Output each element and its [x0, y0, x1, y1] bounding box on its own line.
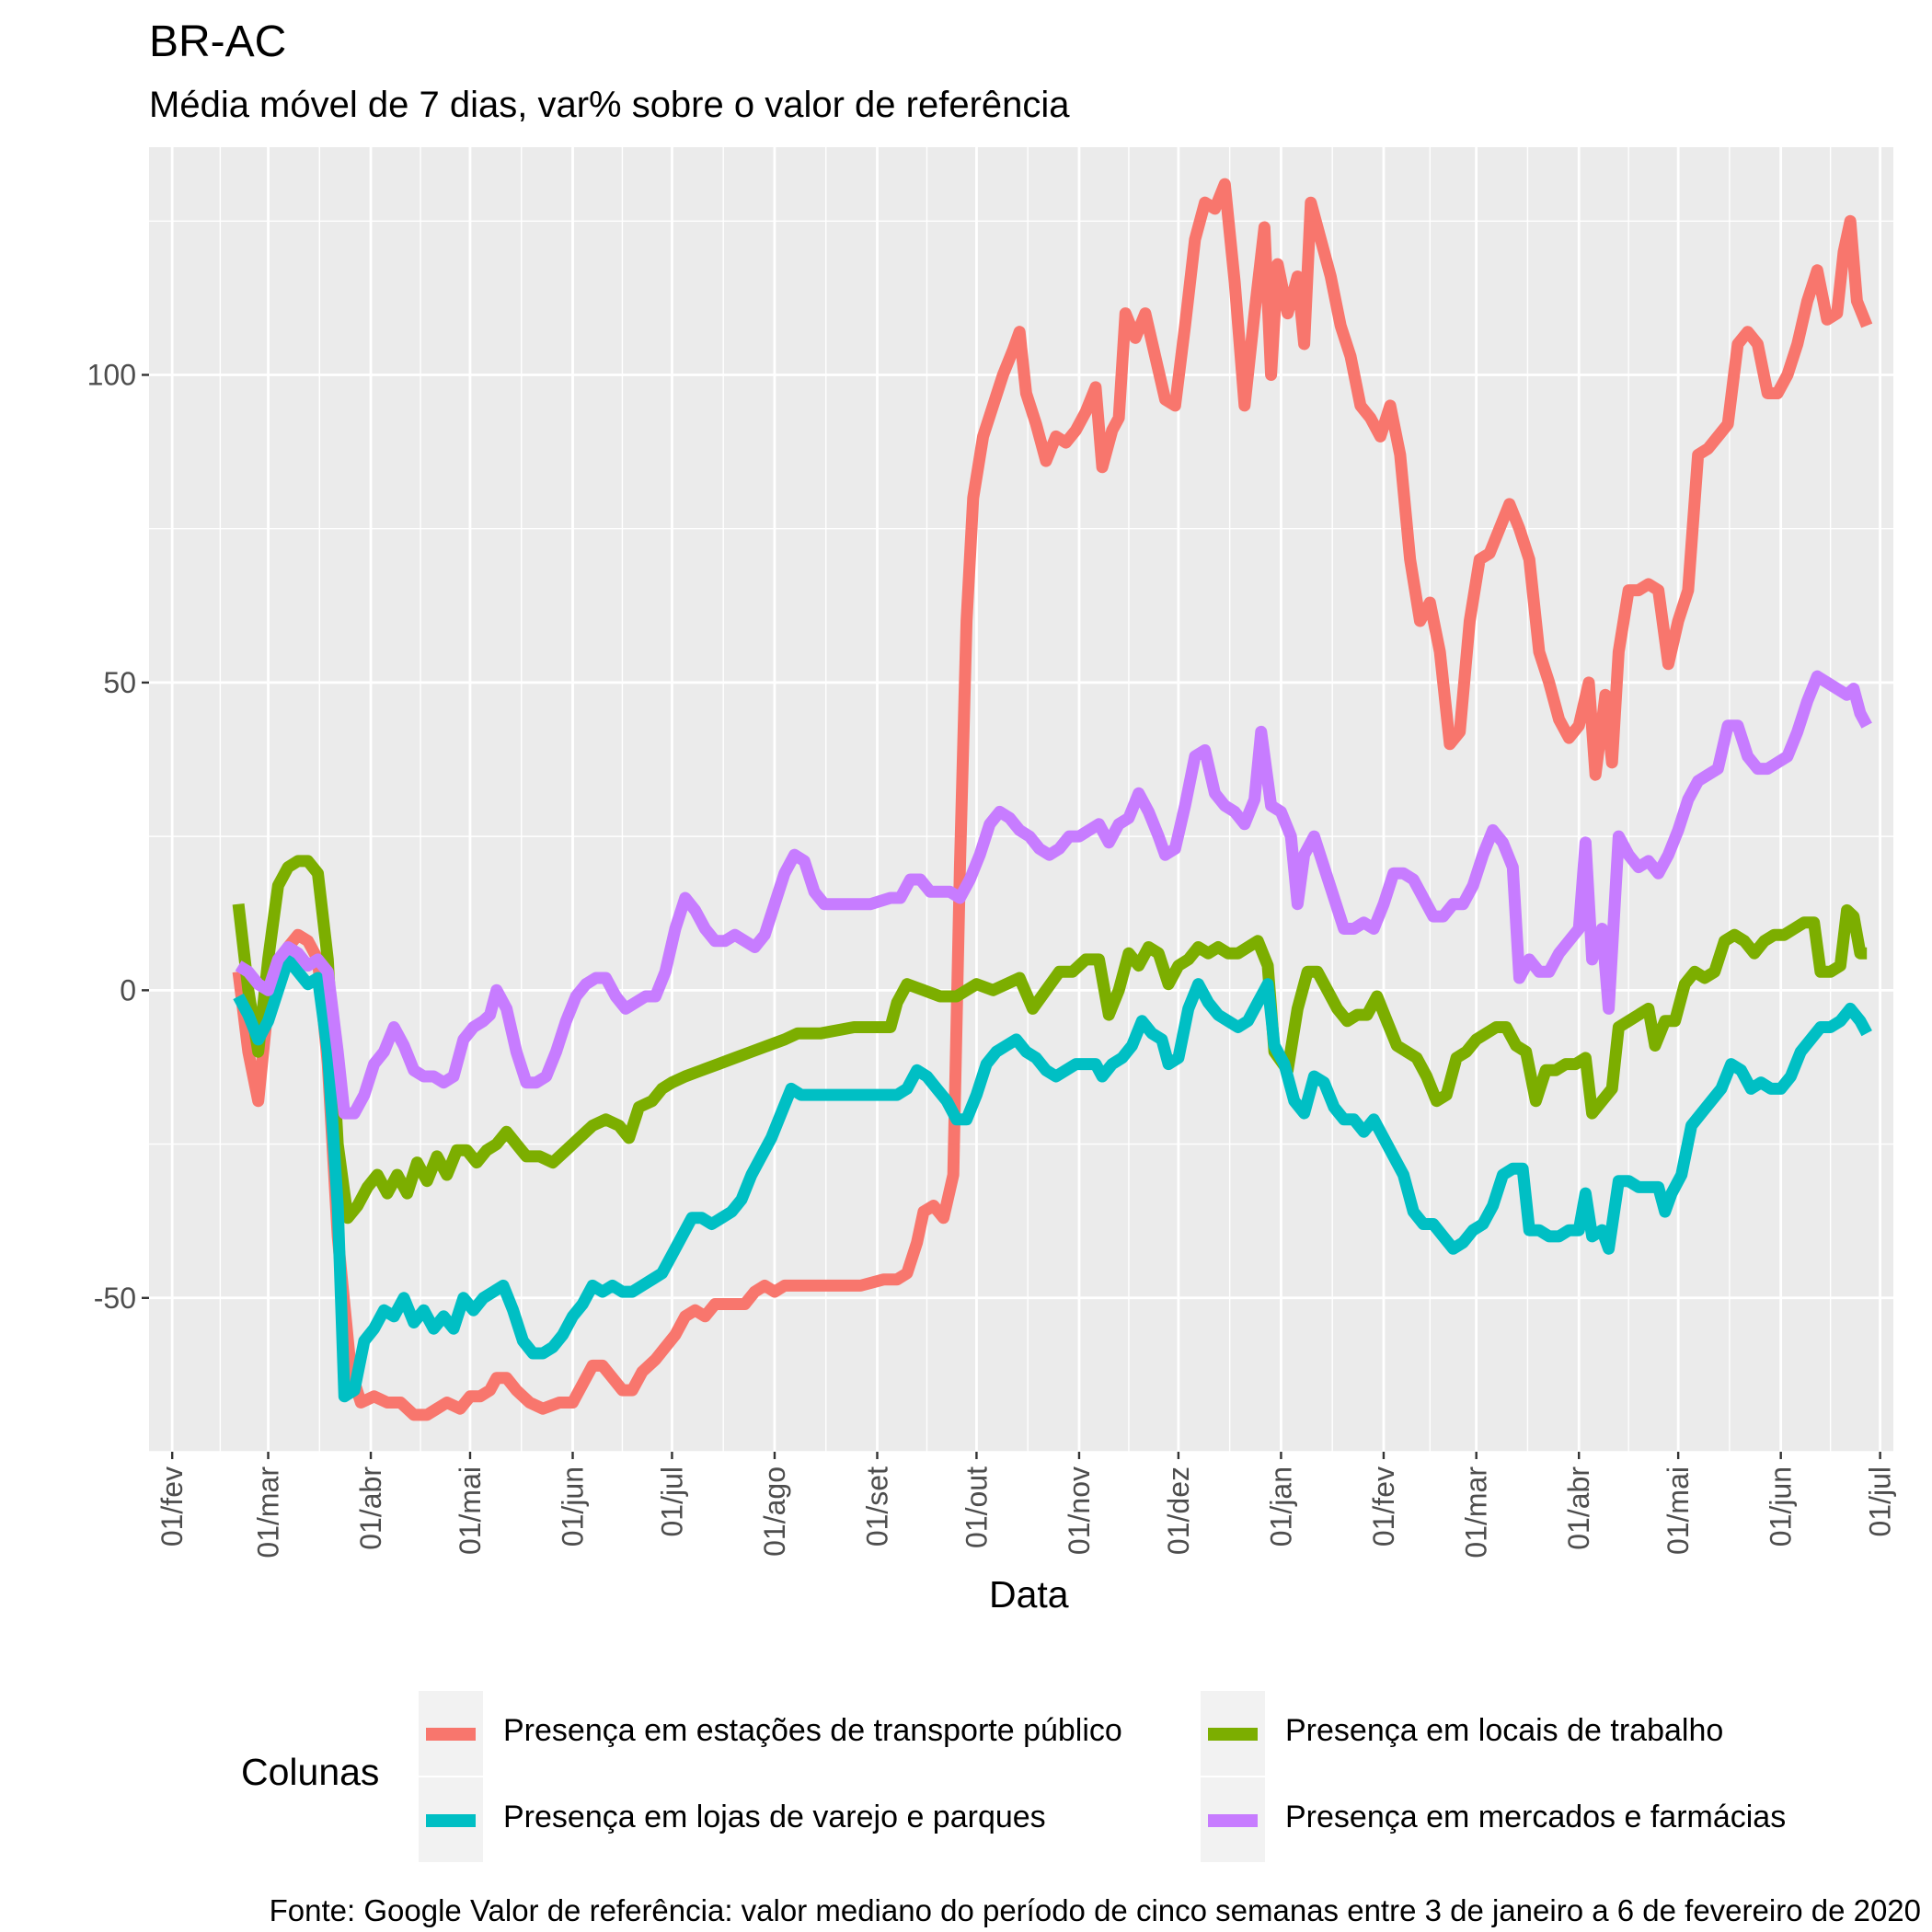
y-tick-label: 100: [87, 358, 136, 391]
legend-key: [419, 1691, 483, 1776]
x-tick-label: 01/mar: [1460, 1466, 1493, 1558]
x-tick-label: 01/mai: [1662, 1466, 1695, 1555]
legend-label: Presença em lojas de varejo e parques: [503, 1800, 1046, 1834]
legend-swatch: [1208, 1814, 1258, 1827]
x-tick-label: 01/abr: [1562, 1466, 1595, 1550]
x-tick-label: 01/mai: [454, 1466, 487, 1555]
x-tick-label: 01/dez: [1162, 1466, 1195, 1555]
x-tick-label: 01/jun: [557, 1466, 590, 1547]
legend-label: Presença em locais de trabalho: [1285, 1713, 1724, 1748]
chart-subtitle: Média móvel de 7 dias, var% sobre o valo…: [149, 85, 1070, 125]
x-tick-label: 01/mar: [252, 1466, 285, 1558]
legend-key: [419, 1777, 483, 1862]
x-tick-label: 01/nov: [1063, 1466, 1096, 1555]
x-tick-label: 01/jun: [1765, 1466, 1798, 1547]
major-gridlines: [149, 147, 1893, 1452]
chart-caption: Fonte: Google Valor de referência: valor…: [269, 1893, 1921, 1927]
x-tick-label: 01/jul: [1864, 1466, 1897, 1537]
series-layer: [232, 178, 1873, 1421]
y-tick-label: -50: [94, 1282, 136, 1315]
y-tick-label: 50: [103, 666, 136, 699]
x-tick-label: 01/fev: [1367, 1466, 1400, 1547]
x-tick-label: 01/abr: [354, 1466, 387, 1550]
x-tick-label: 01/ago: [758, 1466, 791, 1557]
y-tick-label: 0: [120, 973, 136, 1006]
legend-key: [1201, 1691, 1265, 1776]
legend-label: Presença em estações de transporte públi…: [503, 1713, 1122, 1748]
chart-title: BR-AC: [149, 17, 287, 66]
legend-swatch: [426, 1728, 476, 1741]
legend-label: Presença em mercados e farmácias: [1285, 1800, 1787, 1834]
legend-key: [1201, 1777, 1265, 1862]
y-axis: -50 0 50 100: [87, 358, 149, 1315]
x-tick-label: 01/jan: [1264, 1466, 1297, 1547]
series-line-3: [235, 670, 1872, 1120]
x-tick-label: 01/fev: [155, 1466, 189, 1547]
legend-swatch: [426, 1814, 476, 1827]
legend-swatch: [1208, 1728, 1258, 1741]
series-line-2: [233, 953, 1872, 1403]
series-line-0: [232, 178, 1873, 1421]
x-axis-title: Data: [989, 1573, 1069, 1616]
series-line-1: [232, 855, 1868, 1225]
legend-title: Colunas: [241, 1751, 380, 1793]
x-tick-label: 01/set: [860, 1466, 893, 1547]
x-tick-label: 01/out: [960, 1466, 993, 1548]
x-axis: 01/fev 01/mar 01/abr 01/mai 01/jun 01/jul 01/a…: [155, 1452, 1897, 1558]
x-tick-label: 01/jul: [655, 1466, 688, 1537]
